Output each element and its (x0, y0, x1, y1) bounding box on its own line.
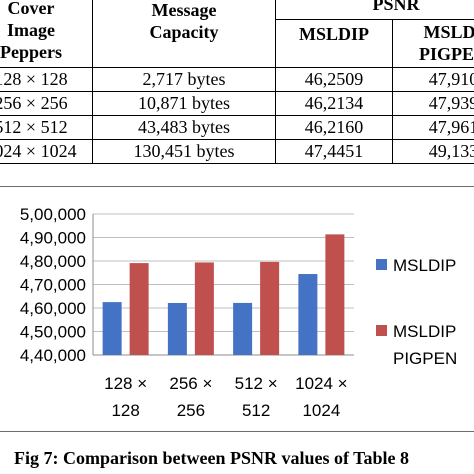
y-tick-label: 4,90,000 (20, 229, 86, 248)
legend-swatch-pigpen (376, 325, 387, 336)
x-tick-label: 1024 (302, 401, 340, 420)
y-tick-label: 4,40,000 (20, 346, 86, 365)
table-rule (276, 19, 474, 20)
header-msldip-label: MSLDIP (298, 24, 369, 44)
x-tick-label: 128 × (104, 374, 147, 393)
table-rule (0, 163, 474, 164)
header-cover-image: Cover Image Peppers (0, 0, 92, 66)
row-4-capacity: 130,451 bytes (133, 141, 235, 161)
row-1-capacity: 2,717 bytes (142, 69, 226, 89)
y-tick-label: 4,80,000 (20, 252, 86, 271)
header-cover-line: Cover (7, 0, 55, 18)
bar-msldip (102, 302, 122, 355)
header-pigpen-line: MSLDI (423, 22, 474, 42)
table-rule (0, 139, 474, 140)
row-3-size: 512 × 512 (0, 117, 68, 137)
x-tick-label: 512 (242, 401, 270, 420)
header-cover-line: Peppers (0, 42, 62, 62)
legend-label-pigpen: MSLDIP (393, 322, 456, 341)
row-4-pigpen: 49,1334 (428, 141, 474, 161)
row-1-pigpen: 47,9108 (428, 69, 474, 89)
x-tick-label: 256 (177, 401, 205, 420)
x-tick-label: 256 × (169, 374, 212, 393)
row-1-msldip: 46,2509 (304, 69, 364, 89)
table-rule (92, 0, 93, 164)
header-psnr-label: PSNR (372, 0, 420, 14)
table-rule (0, 91, 474, 92)
header-pigpen-line: PIGPEN (418, 44, 474, 64)
figure-caption: Fig 7: Comparison between PSNR values of… (14, 448, 410, 468)
psnr-table: Cover Image Peppers Message Capacity PSN… (0, 0, 474, 167)
bar-msldip-pigpen (325, 234, 345, 355)
legend-label-pigpen: PIGPEN (393, 349, 457, 368)
row-3-pigpen: 47,9617 (428, 117, 474, 137)
legend-label-msldip: MSLDIP (393, 256, 456, 275)
psnr-bar-chart: 5,00,000 4,90,000 4,80,000 4,70,000 4,60,000… (20, 205, 457, 420)
header-cover-line: Image (7, 20, 55, 40)
row-2-pigpen: 47,9391 (428, 93, 474, 113)
y-tick-label: 5,00,000 (20, 205, 86, 224)
table-rule (0, 115, 474, 116)
header-psnr: PSNR (276, 0, 474, 16)
x-tick-label: 1024 × (295, 374, 347, 393)
row-4-msldip: 47,4451 (304, 141, 364, 161)
y-tick-label: 4,60,000 (20, 299, 86, 318)
bar-msldip (298, 274, 318, 355)
x-tick-label: 512 × (235, 374, 278, 393)
legend-swatch-msldip (376, 259, 387, 270)
bar-msldip-pigpen (260, 261, 280, 355)
row-3-capacity: 43,483 bytes (138, 117, 230, 137)
header-message-capacity: Message Capacity (93, 0, 275, 48)
row-2-size: 256 × 256 (0, 93, 68, 113)
header-msldi-pigpen: MSLDI PIGPEN (393, 20, 474, 66)
row-1-size: 128 × 128 (0, 69, 68, 89)
row-2-msldip: 46,2134 (304, 93, 364, 113)
row-4-size: 1024 × 1024 (0, 141, 77, 161)
y-tick-label: 4,70,000 (20, 276, 86, 295)
header-capacity-line: Message (151, 0, 217, 20)
y-tick-label: 4,50,000 (20, 323, 86, 342)
row-3-msldip: 46,2160 (304, 117, 364, 137)
table-rule (275, 0, 276, 164)
bar-msldip (167, 302, 187, 355)
bar-msldip-pigpen (129, 263, 149, 355)
row-2-capacity: 10,871 bytes (138, 93, 230, 113)
bar-msldip-pigpen (194, 262, 214, 355)
header-capacity-line: Capacity (149, 22, 219, 42)
psnr-chart: 5,00,000 4,90,000 4,80,000 4,70,000 4,60,000… (0, 186, 474, 432)
table-rule (0, 67, 474, 68)
bar-msldip (233, 302, 253, 355)
header-msldip: MSLDIP (276, 22, 392, 46)
x-tick-label: 128 (111, 401, 139, 420)
